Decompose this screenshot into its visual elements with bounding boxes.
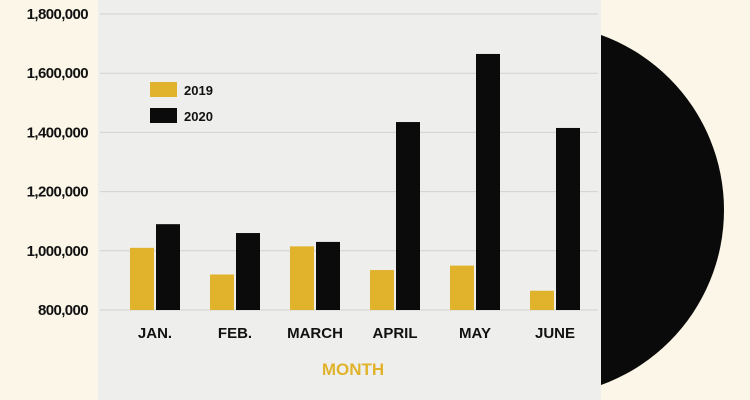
legend-swatch-2019 — [150, 82, 177, 97]
bar-2020-may — [476, 53, 500, 311]
album-sleeve — [98, 0, 601, 400]
bar-2020-march — [316, 241, 340, 310]
gridlines — [100, 13, 598, 311]
x-tick-label: JUNE — [535, 325, 575, 342]
x-tick-label: JAN. — [138, 325, 172, 342]
y-tick-label: 1,800,000 — [27, 6, 89, 23]
bar-2020-jan — [156, 224, 180, 310]
x-tick-label: MAY — [459, 325, 491, 342]
y-tick-label: 1,400,000 — [27, 124, 89, 141]
bar-2020-april — [396, 122, 420, 310]
bar-2019-april — [370, 270, 394, 310]
y-tick-label: 1,000,000 — [27, 243, 89, 260]
x-axis-label: MONTH — [322, 360, 384, 379]
legend: 2019 2020 — [150, 82, 213, 124]
y-axis-ticks: 800,000 1,000,000 1,200,000 1,400,000 1,600,… — [27, 6, 89, 319]
bars — [130, 53, 580, 311]
x-tick-label: FEB. — [218, 325, 252, 342]
legend-label-2020: 2020 — [184, 109, 213, 124]
bar-2019-feb — [210, 274, 234, 310]
bar-2019-jan — [130, 247, 154, 310]
legend-swatch-2020 — [150, 108, 177, 123]
y-tick-label: 1,600,000 — [27, 65, 89, 82]
bar-2019-march — [290, 246, 314, 310]
bar-2020-june — [556, 127, 580, 311]
y-tick-label: 800,000 — [38, 302, 88, 319]
legend-label-2019: 2019 — [184, 83, 213, 98]
x-tick-label: APRIL — [373, 325, 418, 342]
bar-2019-june — [530, 290, 554, 310]
x-tick-label: MARCH — [287, 325, 343, 342]
y-tick-label: 1,200,000 — [27, 184, 89, 201]
x-axis-categories: JAN. FEB. MARCH APRIL MAY JUNE — [138, 325, 575, 342]
bar-2019-may — [450, 265, 474, 310]
bar-2020-feb — [236, 233, 260, 310]
